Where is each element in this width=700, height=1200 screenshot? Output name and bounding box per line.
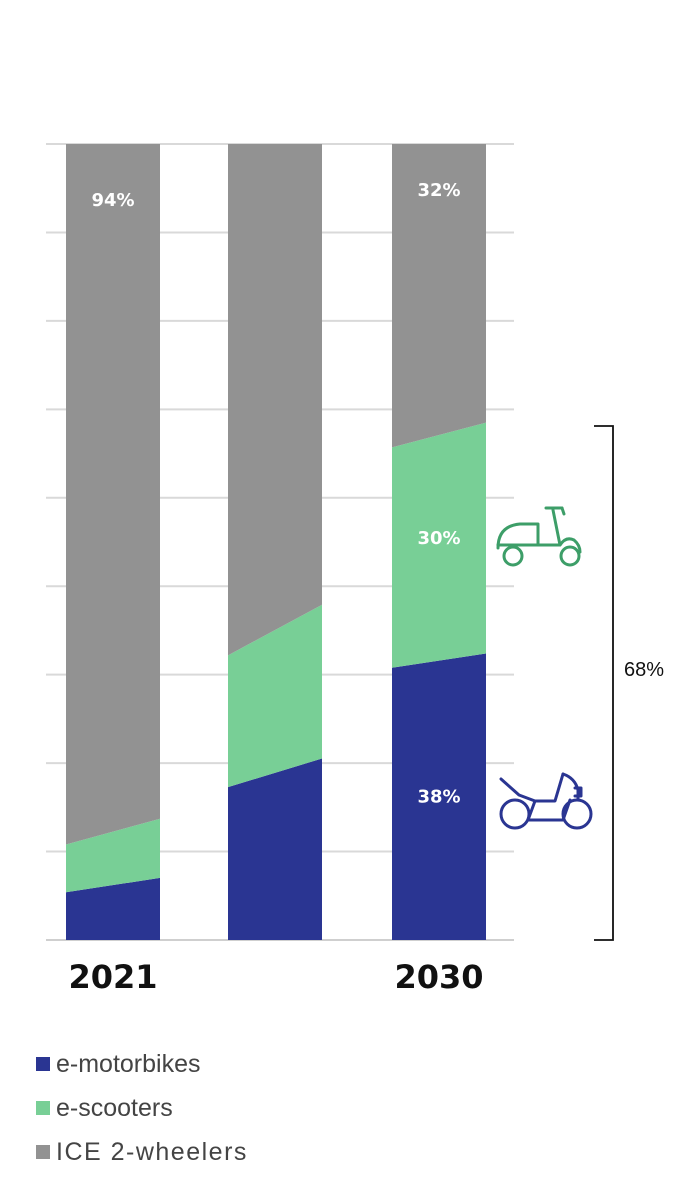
bar-segment-ice-2-wheelers xyxy=(392,144,486,448)
bar-segment-e-scooters xyxy=(228,604,322,788)
bracket-68 xyxy=(594,425,614,941)
legend-item-ice-2-wheelers: ICE 2-wheelers xyxy=(36,1130,248,1174)
legend: e-motorbikes e-scooters ICE 2-wheelers xyxy=(36,1042,248,1174)
segment-label: 38% xyxy=(417,787,460,808)
bar-segment-e-motorbikes xyxy=(228,758,322,940)
bar-segment-e-motorbikes xyxy=(66,877,160,940)
bar-segment-e-motorbikes xyxy=(392,653,486,940)
legend-swatch-e-motorbikes xyxy=(36,1057,50,1071)
legend-label: ICE 2-wheelers xyxy=(56,1137,248,1166)
stacked-bar-chart: 94% 38% 30% 32% 2021 2030 68% xyxy=(46,143,664,996)
bracket-line xyxy=(594,425,614,941)
bar-segment-ice-2-wheelers xyxy=(228,144,322,656)
scooter-icon xyxy=(496,506,582,567)
bar-segment-e-scooters xyxy=(66,818,160,893)
segment-label: 94% xyxy=(91,190,134,211)
segment-label: 32% xyxy=(417,180,460,201)
legend-swatch-ice-2-wheelers xyxy=(36,1145,50,1159)
legend-label: e-scooters xyxy=(56,1093,173,1122)
legend-label: e-motorbikes xyxy=(56,1049,201,1078)
segment-label: 30% xyxy=(417,528,460,549)
bar-segment-e-scooters xyxy=(392,422,486,668)
legend-item-e-scooters: e-scooters xyxy=(36,1086,248,1130)
x-tick-label: 2030 xyxy=(394,958,483,996)
segment-labels: 94% 38% 30% 32% xyxy=(91,180,460,808)
x-tick-label: 2021 xyxy=(68,958,157,996)
x-axis-labels: 2021 2030 xyxy=(68,958,483,996)
legend-item-e-motorbikes: e-motorbikes xyxy=(36,1042,248,1086)
bar-segment-ice-2-wheelers xyxy=(66,144,160,845)
bracket-label: 68% xyxy=(624,659,664,681)
bars xyxy=(66,144,486,940)
motorbike-icon xyxy=(499,772,593,830)
legend-swatch-e-scooters xyxy=(36,1101,50,1115)
